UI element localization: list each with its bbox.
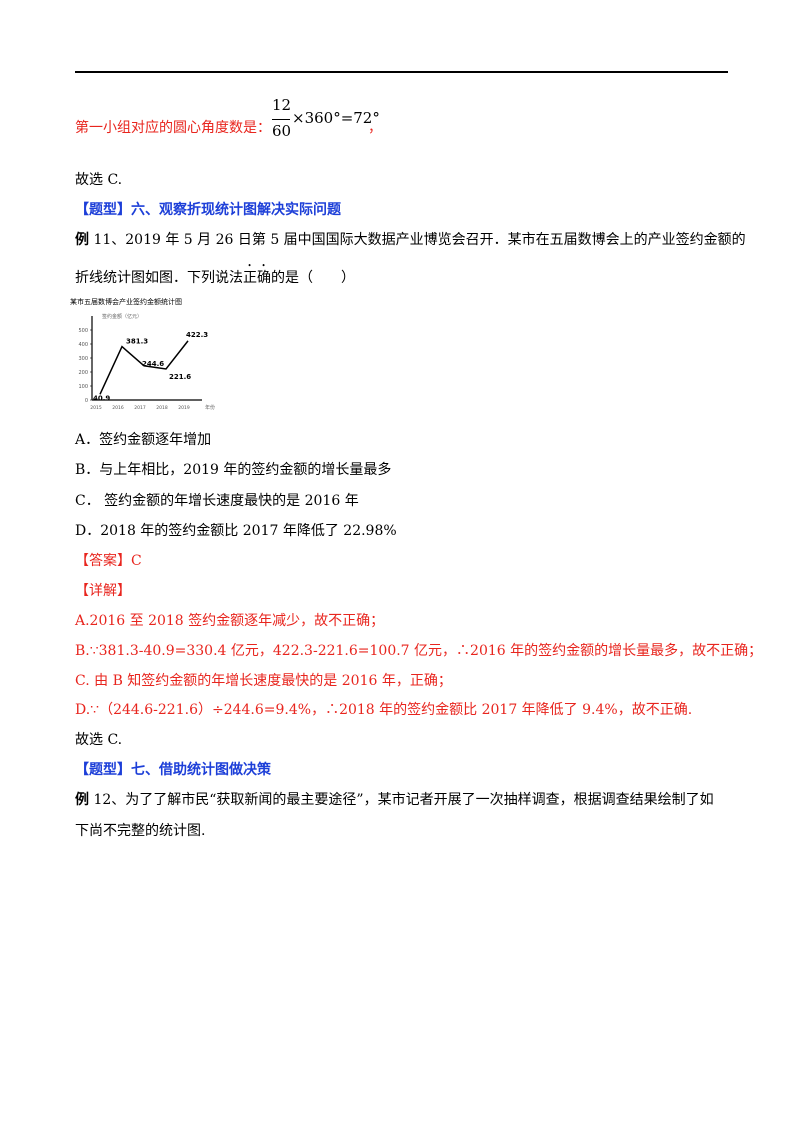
y-tick-label: 300 [78,356,88,362]
data-label: 381.3 [126,338,148,346]
y-tick-label: 400 [78,342,88,348]
chart-title: 某市五届数博会产业签约金额统计图 [70,297,182,306]
y-tick-label: 200 [78,370,88,376]
line-chart: 某市五届数博会产业签约金额统计图 签约金额（亿元） 年份 0 100 200 300 4… [70,297,215,411]
text: 12、为了了解市民“获取新闻的最主要途径”，某市记者开展了一次抽样调查，根据调查… [89,792,714,808]
line [99,340,189,395]
x-tick-label: 2016 [112,405,124,411]
explain-line: A.2016 至 2018 签约金额逐年减少，故不正确； [75,613,385,629]
x-tick-label: 2018 [156,405,168,411]
text: 故选 C. [75,172,123,188]
data-label: 422.3 [186,331,208,339]
emphasis: 正确 [243,270,271,286]
section-heading: 【题型】六、观察折现统计图解决实际问题 [75,202,341,218]
text-line: 折线统计图如图．下列说法正确的是（ ） [75,262,355,288]
text-line: 例 12、为了了解市民“获取新闻的最主要途径”，某市记者开展了一次抽样调查，根据… [75,790,714,810]
text: 下尚不完整的统计图. [75,823,206,839]
text-line: 第一小组对应的圆心角度数是： [75,118,271,138]
numerator: 12 [272,96,292,114]
explain-line: D.∵（244.6-221.6）÷244.6=9.4%，∴2018 年的签约金额… [75,702,693,718]
section-heading: 【题型】七、借助统计图做决策 [75,762,271,778]
data-label: 40.9 [93,394,110,402]
fraction-bar [272,119,290,120]
y-tick-label: 0 [85,398,88,404]
option: C． 签约金额的年增长速度最快的是 2016 年 [75,493,359,509]
text: 折线统计图如图．下列说法 [75,270,243,286]
y-axis-label: 签约金额（亿元） [102,313,142,320]
text: 的是（ ） [271,270,355,286]
text: 故选 C. [75,732,123,748]
answer: 【答案】C [75,553,142,569]
text: 11、2019 年 5 月 26 日第 5 届中国国际大数据产业博览会召开．某市… [89,232,746,248]
formula-rest: ×360°=72° [292,109,380,127]
option: D．2018 年的签约金额比 2017 年降低了 22.98% [75,523,397,539]
explain-heading: 【详解】 [75,583,131,599]
label: 例 [75,792,89,808]
y-tick-label: 100 [78,384,88,390]
text: 第一小组对应的圆心角度数是： [75,120,271,136]
label: 例 [75,232,89,248]
header-rule [75,71,728,73]
option: A．签约金额逐年增加 [75,432,212,448]
x-axis-label: 年份 [205,404,215,411]
data-label: 221.6 [169,373,191,381]
x-tick-label: 2019 [178,405,190,411]
text-line: 例 11、2019 年 5 月 26 日第 5 届中国国际大数据产业博览会召开．… [75,230,746,250]
explain-line: B.∵381.3-40.9=330.4 亿元，422.3-221.6=100.7… [75,643,763,659]
y-tick-label: 500 [78,328,88,334]
text: ， [368,120,382,136]
x-tick-label: 2017 [134,405,146,411]
x-tick-label: 2015 [90,405,102,411]
data-label: 244.6 [142,360,164,368]
denominator: 60 [272,122,292,140]
option: B．与上年相比，2019 年的签约金额的增长量最多 [75,462,392,478]
explain-line: C. 由 B 知签约金额的年增长速度最快的是 2016 年，正确； [75,673,452,689]
